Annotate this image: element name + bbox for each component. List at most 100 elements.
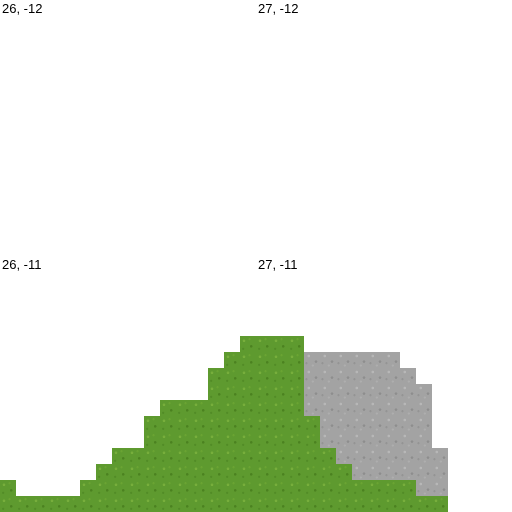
stone-block	[432, 448, 448, 464]
grass-block	[336, 464, 352, 480]
grass-block	[336, 480, 352, 496]
stone-block	[304, 400, 320, 416]
grass-block	[160, 496, 176, 512]
grass-block	[288, 416, 304, 432]
grass-block	[224, 400, 240, 416]
grass-block	[272, 400, 288, 416]
grass-block	[368, 480, 384, 496]
stone-block	[368, 416, 384, 432]
grass-block	[160, 400, 176, 416]
grass-block	[240, 368, 256, 384]
grass-block	[0, 496, 16, 512]
stone-block	[400, 432, 416, 448]
grass-block	[208, 496, 224, 512]
grass-block	[176, 432, 192, 448]
stone-block	[304, 368, 320, 384]
grass-block	[208, 416, 224, 432]
grass-block	[48, 496, 64, 512]
grass-block	[288, 368, 304, 384]
grass-block	[288, 496, 304, 512]
grass-block	[224, 464, 240, 480]
grass-block	[192, 416, 208, 432]
grass-block	[144, 496, 160, 512]
grass-block	[320, 480, 336, 496]
grass-block	[144, 464, 160, 480]
stone-block	[352, 368, 368, 384]
stone-block	[336, 384, 352, 400]
stone-block	[320, 400, 336, 416]
chunk-27-neg11[interactable]: 27, -11	[256, 256, 512, 512]
grass-block	[256, 352, 272, 368]
grass-block	[208, 384, 224, 400]
stone-block	[368, 448, 384, 464]
grass-block	[256, 464, 272, 480]
grass-block	[112, 464, 128, 480]
grass-block	[320, 448, 336, 464]
stone-block	[384, 432, 400, 448]
grass-block	[224, 448, 240, 464]
stone-block	[384, 448, 400, 464]
grass-block	[160, 448, 176, 464]
grass-block	[192, 464, 208, 480]
grass-block	[240, 480, 256, 496]
grass-block	[352, 480, 368, 496]
grass-block	[352, 496, 368, 512]
stone-block	[416, 480, 432, 496]
grass-block	[400, 496, 416, 512]
chunk-27-neg12[interactable]: 27, -12	[256, 0, 512, 256]
grass-block	[176, 400, 192, 416]
grass-block	[112, 496, 128, 512]
stone-block	[368, 352, 384, 368]
stone-block	[400, 400, 416, 416]
chunk-26-neg12[interactable]: 26, -12	[0, 0, 256, 256]
grass-block	[336, 496, 352, 512]
grass-block	[96, 480, 112, 496]
stone-block	[384, 400, 400, 416]
grass-block	[240, 352, 256, 368]
stone-block	[400, 464, 416, 480]
grass-block	[368, 496, 384, 512]
grass-block	[208, 448, 224, 464]
grass-block	[160, 480, 176, 496]
grass-block	[160, 432, 176, 448]
grass-block	[80, 496, 96, 512]
grass-block	[384, 496, 400, 512]
chunk-26-neg11[interactable]: 26, -11	[0, 256, 256, 512]
stone-block	[352, 352, 368, 368]
grass-block	[224, 480, 240, 496]
grass-block	[256, 336, 272, 352]
grass-block	[288, 384, 304, 400]
stone-block	[368, 464, 384, 480]
grass-block	[16, 496, 32, 512]
grass-block	[272, 336, 288, 352]
grass-block	[320, 464, 336, 480]
grass-block	[192, 480, 208, 496]
grass-block	[208, 432, 224, 448]
stone-block	[416, 400, 432, 416]
chunk-coordinate-label: 27, -11	[258, 257, 298, 272]
grass-block	[288, 432, 304, 448]
grass-block	[160, 416, 176, 432]
grass-block	[208, 464, 224, 480]
grass-block	[272, 464, 288, 480]
stone-block	[384, 464, 400, 480]
grass-block	[256, 368, 272, 384]
stone-block	[320, 384, 336, 400]
grass-block	[240, 496, 256, 512]
grass-block	[256, 400, 272, 416]
grass-block	[288, 400, 304, 416]
grass-block	[288, 352, 304, 368]
grass-block	[192, 496, 208, 512]
stone-block	[416, 432, 432, 448]
grass-block	[224, 368, 240, 384]
grass-block	[192, 400, 208, 416]
grass-block	[240, 384, 256, 400]
grass-block	[240, 336, 256, 352]
grass-block	[288, 336, 304, 352]
grass-block	[432, 496, 448, 512]
grass-block	[176, 464, 192, 480]
grass-block	[240, 400, 256, 416]
grass-block	[224, 352, 240, 368]
